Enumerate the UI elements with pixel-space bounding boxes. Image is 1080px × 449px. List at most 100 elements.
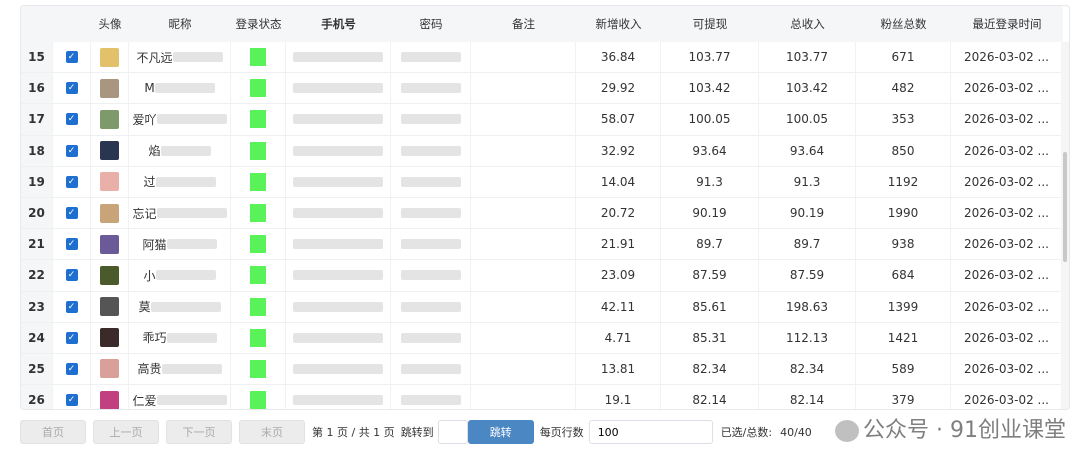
- status-cell: [231, 197, 286, 229]
- password-cell: [391, 291, 471, 322]
- row-checkbox[interactable]: ✓: [65, 51, 78, 64]
- avatar-cell: [91, 166, 129, 197]
- table-row[interactable]: 21 ✓ 阿猫 21.91 89.7 89.7 938 2026-03-02 ...: [21, 229, 1063, 261]
- column-header-avatar[interactable]: 头像: [98, 17, 122, 31]
- fans-total: 684: [891, 268, 915, 283]
- column-header-total-income[interactable]: 总收入: [790, 17, 825, 31]
- last-page-button[interactable]: 末页: [239, 420, 305, 444]
- login-status-indicator: [250, 48, 266, 67]
- table-row[interactable]: 25 ✓ 高贵 13.81 82.34 82.34 589 2026-03-02 ...: [21, 353, 1063, 386]
- last-login: 2026-03-02 ...: [964, 206, 1049, 221]
- table-row[interactable]: 19 ✓ 过 14.04 91.3 91.3 1192 2026-03-02 ...: [21, 166, 1063, 198]
- total-income: 87.59: [789, 268, 825, 283]
- last-login: 2026-03-02 ...: [964, 268, 1049, 283]
- first-page-button[interactable]: 首页: [20, 420, 86, 444]
- column-header-withdrawable[interactable]: 可提现: [692, 17, 728, 31]
- prev-page-button[interactable]: 上一页: [93, 420, 159, 444]
- table-row[interactable]: 22 ✓ 小 23.09 87.59 87.59 684 2026-03-02 ...: [21, 260, 1063, 292]
- row-checkbox[interactable]: ✓: [65, 362, 78, 375]
- last-login: 2026-03-02 ...: [964, 237, 1049, 252]
- phone-cell: [286, 291, 391, 322]
- checkbox-cell: ✓: [53, 42, 91, 73]
- last-login-cell: 2026-03-02 ...: [951, 322, 1063, 353]
- vertical-scrollbar[interactable]: [1061, 42, 1069, 409]
- row-checkbox[interactable]: ✓: [65, 113, 78, 126]
- redacted-block: [156, 395, 227, 406]
- column-header-login-status[interactable]: 登录状态: [235, 17, 282, 31]
- column-header-phone[interactable]: 手机号: [321, 17, 356, 31]
- avatar: [100, 234, 119, 254]
- column-header-nickname[interactable]: 昵称: [168, 17, 192, 31]
- table-row[interactable]: 16 ✓ M 29.92 103.42 103.42 482 2026-03-02 ...: [21, 73, 1063, 105]
- withdrawable-cell: 103.77: [661, 42, 759, 73]
- row-checkbox[interactable]: ✓: [65, 269, 78, 282]
- withdrawable: 87.59: [692, 268, 727, 283]
- next-page-button[interactable]: 下一页: [166, 420, 232, 444]
- total-income-cell: 198.63: [759, 291, 856, 322]
- avatar: [100, 297, 119, 317]
- nickname: 莫: [138, 300, 151, 315]
- column-header-select[interactable]: [53, 6, 91, 42]
- column-header-fans-total[interactable]: 粉丝总数: [880, 17, 927, 31]
- nickname: 过: [143, 175, 156, 190]
- nickname: 高贵: [137, 362, 162, 377]
- new-income-cell: 29.92: [576, 73, 661, 104]
- table-row[interactable]: 17 ✓ 爱吖 58.07 100.05 100.05 353 2026-03-02 ...: [21, 104, 1063, 136]
- checkbox-cell: ✓: [53, 291, 91, 322]
- row-checkbox[interactable]: ✓: [65, 82, 78, 95]
- row-checkbox[interactable]: ✓: [65, 300, 78, 313]
- table-row[interactable]: 18 ✓ 焰 32.92 93.64 93.64 850 2026-03-02 ...: [21, 135, 1063, 167]
- phone-cell: [286, 385, 391, 409]
- redacted-block: [293, 114, 383, 125]
- row-checkbox[interactable]: ✓: [65, 238, 78, 251]
- column-header-remark[interactable]: 备注: [512, 17, 535, 31]
- per-page-input[interactable]: [588, 420, 713, 444]
- table-row[interactable]: 20 ✓ 忘记 20.72 90.19 90.19 1990 2026-03-02 ...: [21, 197, 1063, 230]
- withdrawable-cell: 93.64: [661, 135, 759, 166]
- column-header-last-login[interactable]: 最近登录时间: [972, 17, 1042, 31]
- fans-total: 1192: [887, 174, 919, 189]
- remark-cell: [471, 353, 576, 385]
- wechat-icon: [835, 420, 860, 442]
- table-row[interactable]: 26 ✓ 仁爱 19.1 82.14 82.14 379 2026-03-02 ...: [21, 385, 1063, 409]
- status-cell: [231, 322, 286, 353]
- scrollbar-thumb[interactable]: [1063, 152, 1067, 262]
- withdrawable-cell: 82.34: [661, 353, 759, 385]
- row-checkbox[interactable]: ✓: [65, 331, 78, 344]
- nickname: M: [144, 81, 155, 96]
- column-header-row-number[interactable]: [21, 6, 53, 42]
- table-row[interactable]: 15 ✓ 不凡远 36.84 103.77 103.77 671 2026-03-02 ...: [21, 42, 1063, 74]
- row-checkbox[interactable]: ✓: [65, 144, 78, 157]
- row-number: 21: [28, 237, 45, 252]
- row-checkbox[interactable]: ✓: [65, 394, 78, 407]
- row-checkbox[interactable]: ✓: [65, 175, 78, 188]
- table-row[interactable]: 23 ✓ 莫 42.11 85.61 198.63 1399 2026-03-02 ...: [21, 291, 1063, 323]
- withdrawable-cell: 89.7: [661, 229, 759, 260]
- password-cell: [391, 104, 471, 135]
- total-income: 91.3: [793, 174, 821, 189]
- page-info: 第 1 页 / 共 1 页: [312, 426, 395, 439]
- redacted-block: [156, 208, 227, 219]
- nickname-cell: 仁爱: [129, 385, 231, 409]
- remark-cell: [471, 166, 576, 197]
- avatar: [100, 203, 119, 223]
- row-checkbox[interactable]: ✓: [65, 207, 78, 220]
- remark-cell: [471, 73, 576, 104]
- password-cell: [391, 385, 471, 409]
- new-income: 29.92: [600, 81, 636, 96]
- withdrawable-cell: 85.31: [661, 322, 759, 353]
- checkbox-cell: ✓: [53, 73, 91, 104]
- column-header-new-income[interactable]: 新增收入: [595, 17, 642, 31]
- jump-button[interactable]: 跳转: [467, 420, 534, 444]
- new-income: 4.71: [604, 330, 632, 345]
- column-header-password[interactable]: 密码: [419, 17, 443, 31]
- table-row[interactable]: 24 ✓ 乖巧 4.71 85.31 112.13 1421 2026-03-02 ...: [21, 322, 1063, 354]
- status-cell: [231, 104, 286, 135]
- jump-page-input[interactable]: [437, 420, 468, 444]
- fans-total-cell: 379: [856, 385, 951, 409]
- total-income-cell: 82.34: [759, 353, 856, 385]
- fans-total-cell: 1399: [856, 291, 951, 322]
- redacted-block: [400, 301, 461, 312]
- nickname: 乖巧: [142, 331, 167, 346]
- new-income-cell: 20.72: [576, 197, 661, 229]
